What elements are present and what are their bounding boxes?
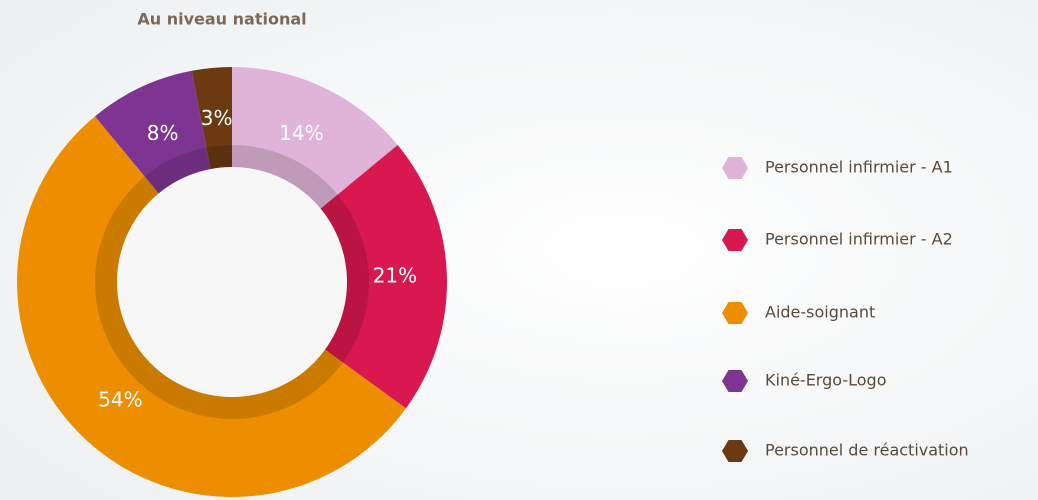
legend-swatch (722, 229, 748, 251)
legend-label: Kiné-Ergo-Logo (765, 371, 886, 390)
legend-swatch (722, 157, 748, 179)
chart-title: Au niveau national (137, 10, 306, 29)
legend: Personnel infirmier - A1 Personnel infirm… (722, 157, 969, 462)
data-label: 54% (98, 387, 142, 411)
legend-label: Personnel infirmier - A2 (765, 230, 953, 249)
legend-swatch (722, 440, 748, 462)
inner-ring (95, 145, 369, 419)
data-label: 3% (201, 106, 233, 130)
data-label: 21% (373, 263, 417, 287)
legend-swatch (722, 302, 748, 324)
legend-label: Aide-soignant (765, 303, 875, 322)
legend-label: Personnel infirmier - A1 (765, 158, 953, 177)
data-label: 8% (147, 121, 179, 145)
data-label: 14% (279, 121, 323, 145)
donut: 14% 21% 54% 8% 3% (17, 67, 448, 497)
legend-label: Personnel de réactivation (765, 441, 969, 460)
legend-swatch (722, 370, 748, 392)
donut-hole (117, 167, 347, 397)
